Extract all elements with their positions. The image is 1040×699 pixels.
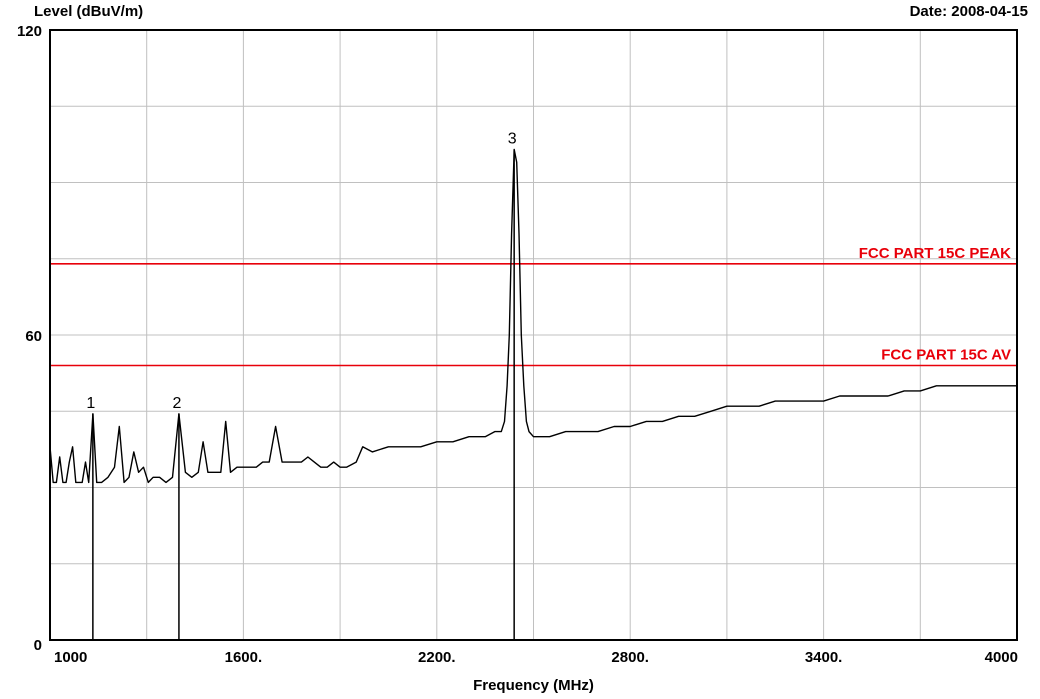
x-tick-label: 1600.	[225, 649, 263, 666]
y-tick-label: 120	[17, 23, 42, 40]
x-tick-label: 4000	[985, 649, 1018, 666]
date-stamp: Date: 2008-04-15	[910, 3, 1028, 20]
limit-lines: FCC PART 15C PEAK FCC PART 15C AV	[50, 245, 1017, 367]
y-tick-label: 60	[25, 328, 42, 345]
marker-label: 3	[508, 130, 517, 147]
marker-label: 2	[172, 395, 181, 412]
x-tick-label: 2200.	[418, 649, 456, 666]
y-tick-label: 0	[34, 637, 42, 654]
x-axis-title: Frequency (MHz)	[473, 677, 594, 694]
markers: 1 2 3	[86, 130, 517, 640]
x-tick-label: 1000	[54, 649, 87, 666]
spectrum-trace	[49, 148, 1017, 484]
x-tick-labels: 1000 1600. 2200. 2800. 3400. 4000	[54, 649, 1018, 666]
y-tick-labels: 0 60 120	[17, 23, 42, 654]
plot-frame	[49, 29, 1018, 641]
grid	[50, 30, 1017, 640]
date-label: Date:	[909, 3, 948, 20]
limit-line-label: FCC PART 15C AV	[881, 347, 1011, 364]
limit-line-label: FCC PART 15C PEAK	[859, 245, 1011, 262]
marker-label: 1	[86, 395, 95, 412]
date-value: 2008-04-15	[951, 3, 1028, 20]
trace	[49, 148, 1017, 484]
x-tick-label: 2800.	[611, 649, 649, 666]
y-axis-title: Level (dBuV/m)	[34, 3, 144, 20]
x-tick-label: 3400.	[805, 649, 843, 666]
